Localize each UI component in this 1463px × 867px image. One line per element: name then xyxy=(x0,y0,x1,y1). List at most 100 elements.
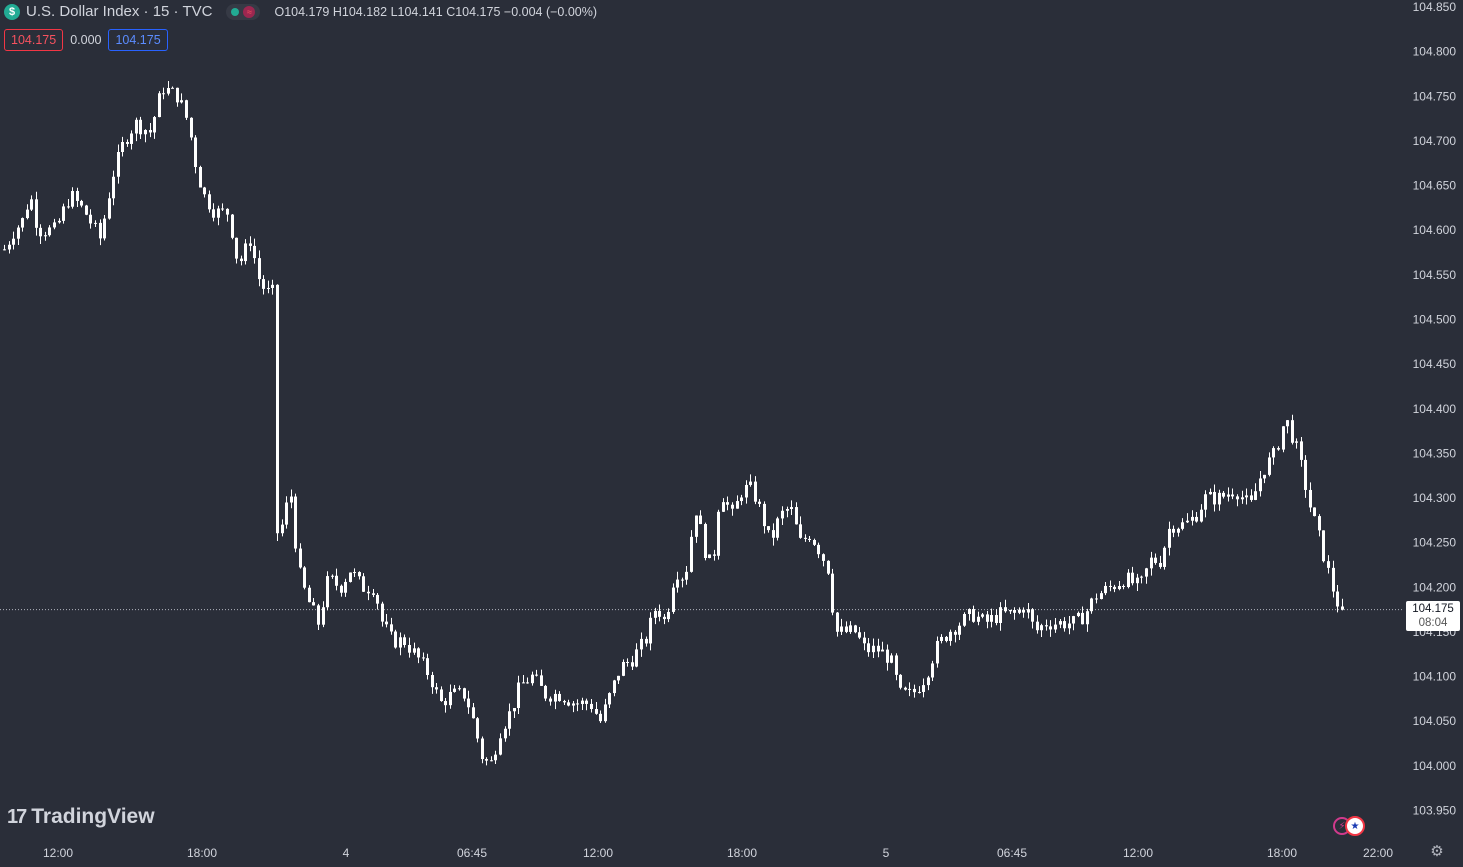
candle-body xyxy=(317,605,320,625)
price-tick-label: 103.950 xyxy=(1413,804,1457,818)
time-tick-label: 12:00 xyxy=(1123,846,1153,860)
candle-body xyxy=(1245,495,1248,498)
candle-body xyxy=(139,119,142,135)
last-price-value: 104.175 xyxy=(1412,603,1454,615)
candle-body xyxy=(121,142,124,152)
candle-body xyxy=(1332,567,1335,592)
sell-price-button[interactable]: 104.175 xyxy=(4,29,64,51)
candle-body xyxy=(1327,561,1330,568)
candle-body xyxy=(39,227,42,237)
candle-body xyxy=(499,738,502,755)
candle-body xyxy=(772,530,775,538)
candle-body xyxy=(595,709,598,714)
candle-body xyxy=(836,612,839,632)
candle-body xyxy=(1154,557,1157,563)
candle-body xyxy=(26,209,29,219)
candle-body xyxy=(1054,624,1057,630)
candle-body xyxy=(1059,621,1062,625)
candle-body xyxy=(435,687,438,690)
candle-body xyxy=(399,637,402,648)
events-badge[interactable]: ⚡ ★ xyxy=(1333,816,1367,836)
candle-body xyxy=(240,258,243,262)
candle-body xyxy=(472,707,475,719)
candle-body xyxy=(995,615,998,624)
price-axis[interactable]: 104.850 104.800 104.750 104.700 104.650 104.6… xyxy=(1413,0,1457,818)
candle-body xyxy=(1268,457,1271,475)
candle-body xyxy=(290,496,293,503)
candle-body xyxy=(1118,586,1121,590)
price-tick-label: 104.500 xyxy=(1413,312,1457,326)
candle-body xyxy=(1127,572,1130,588)
candle-body xyxy=(904,687,907,690)
candle-body xyxy=(922,685,925,692)
candle-body xyxy=(535,674,538,676)
candle-body xyxy=(481,738,484,760)
candle-body xyxy=(608,693,611,705)
candle-body xyxy=(285,502,288,525)
candle-body xyxy=(813,539,816,545)
buy-price-button[interactable]: 104.175 xyxy=(108,29,168,51)
candle-body xyxy=(726,502,729,505)
candle-body xyxy=(685,571,688,580)
candle-body xyxy=(335,575,338,586)
candle-body xyxy=(722,502,725,512)
candle-body xyxy=(440,689,443,702)
candle-body xyxy=(572,703,575,706)
candle-body xyxy=(58,220,61,223)
candle-body xyxy=(822,554,825,561)
candle-body xyxy=(918,691,921,693)
candle-body xyxy=(1086,611,1089,625)
candle-body xyxy=(1272,448,1275,458)
low-label: L xyxy=(390,4,398,19)
candle-body xyxy=(199,167,202,188)
candle-body xyxy=(1300,441,1303,460)
bid-ask-row: 104.175 0.000 104.175 xyxy=(4,29,168,51)
candle-body xyxy=(613,680,616,694)
time-axis[interactable]: 12:00 18:00 4 06:45 12:00 18:00 5 06:45 12:00 18:… xyxy=(43,846,1393,860)
candle-body xyxy=(1341,606,1344,610)
candle-body xyxy=(353,572,356,574)
dollar-icon[interactable]: $ xyxy=(4,3,20,20)
candle-body xyxy=(786,509,789,511)
candle-body xyxy=(1304,459,1307,490)
candle-body xyxy=(449,691,452,706)
candle-body xyxy=(135,119,138,134)
candle-body xyxy=(849,625,852,632)
market-status[interactable]: ≈ xyxy=(226,3,261,20)
symbol-title[interactable]: U.S. Dollar Index · 15 · TVC xyxy=(26,3,213,20)
candle-body xyxy=(1213,491,1216,505)
candle-body xyxy=(963,614,966,626)
candle-body xyxy=(99,222,102,239)
tradingview-logo[interactable]: 17 TradingView xyxy=(7,805,155,829)
candle-body xyxy=(1277,448,1280,450)
candle-body xyxy=(663,616,666,620)
candle-body xyxy=(708,554,711,559)
candle-body xyxy=(913,688,916,693)
candle-body xyxy=(763,503,766,527)
candle-body xyxy=(190,117,193,138)
candle-body xyxy=(854,625,857,633)
candle-body xyxy=(76,190,79,201)
candle-body xyxy=(1131,572,1134,584)
price-tick-label: 104.750 xyxy=(1413,89,1457,103)
candle-body xyxy=(426,658,429,676)
candle-body xyxy=(717,511,720,556)
candle-body xyxy=(413,648,416,653)
candle-body xyxy=(340,585,343,593)
candle-body xyxy=(585,700,588,704)
candle-body xyxy=(1027,609,1030,613)
candle-body xyxy=(1090,598,1093,612)
candle-body xyxy=(1236,496,1239,500)
candle-body xyxy=(504,728,507,739)
candle-body xyxy=(1282,426,1285,450)
candle-body xyxy=(185,100,188,118)
gear-icon[interactable]: ⚙ xyxy=(1430,843,1444,860)
candle-body xyxy=(617,675,620,681)
candle-body xyxy=(1209,491,1212,495)
candle-body xyxy=(845,626,848,632)
price-tick-label: 104.400 xyxy=(1413,402,1457,416)
candle-body xyxy=(21,218,24,228)
candle-body xyxy=(231,214,234,238)
candle-body xyxy=(1049,626,1052,630)
